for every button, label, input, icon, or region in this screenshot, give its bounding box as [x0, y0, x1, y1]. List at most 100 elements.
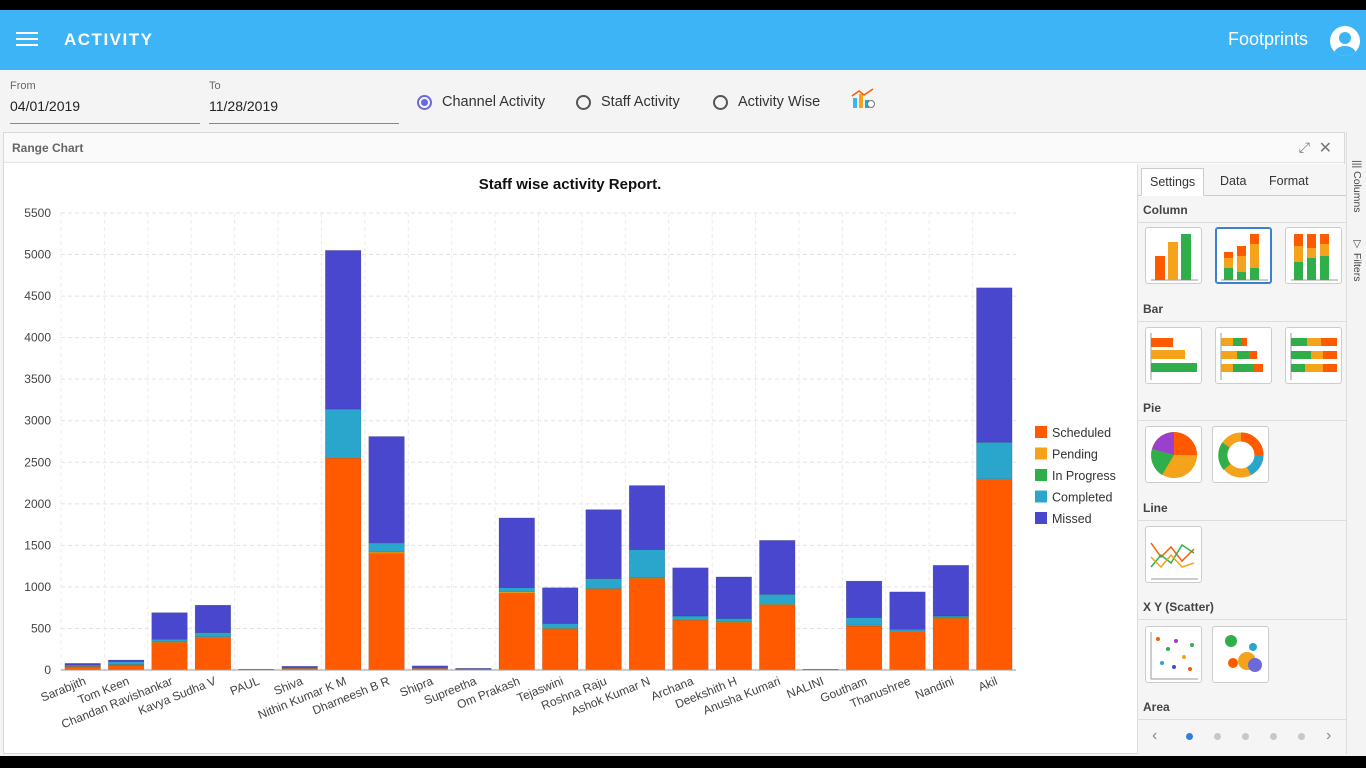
brand-name: Footprints — [1227, 29, 1308, 49]
side-tool-rail: ||| Columns ▽ Filters — [1346, 132, 1366, 754]
section-area: Area — [1138, 694, 1346, 720]
bar-segment-completed — [64, 664, 101, 667]
bar-segment-scheduled — [715, 622, 752, 671]
prev-page-arrow-icon[interactable]: ‹ — [1152, 727, 1158, 744]
bar-segment-missed — [151, 612, 188, 640]
section-title: Bar — [1138, 296, 1346, 322]
bar-segment-missed — [759, 540, 796, 595]
to-date-field[interactable]: To — [209, 80, 399, 124]
card-header: Range Chart ⤢ ✕ — [4, 133, 1344, 163]
section-title: Line — [1138, 495, 1346, 521]
bar-segment-scheduled — [672, 619, 709, 671]
radio-channel-activity[interactable]: Channel Activity — [417, 94, 545, 110]
percent-stacked-column-thumb[interactable] — [1285, 227, 1342, 284]
bar-segment-missed — [108, 659, 145, 662]
account-icon[interactable] — [1330, 26, 1360, 56]
bar-segment-scheduled — [368, 553, 405, 671]
bubble-thumb[interactable] — [1212, 626, 1269, 683]
x-tick-label: Nandini — [913, 674, 956, 702]
doughnut-thumb[interactable] — [1212, 426, 1269, 483]
y-tick-label: 3500 — [24, 372, 51, 386]
percent-stacked-bar-thumb[interactable] — [1285, 327, 1342, 384]
columns-panel-toggle[interactable]: ||| Columns — [1351, 160, 1363, 213]
pager-dot-5[interactable] — [1298, 733, 1305, 740]
expand-icon[interactable]: ⤢ — [1298, 139, 1310, 155]
stacked-column-thumb[interactable] — [1215, 227, 1272, 284]
bar-segment-missed — [455, 668, 492, 670]
legend-entry: Completed — [1052, 491, 1112, 505]
next-page-arrow-icon[interactable]: › — [1326, 727, 1332, 744]
scatter-thumb[interactable] — [1145, 626, 1202, 683]
radio-unselected-icon — [576, 94, 591, 110]
from-date-field[interactable]: From — [10, 80, 200, 124]
pie-thumb[interactable] — [1145, 426, 1202, 483]
bar-segment-completed — [151, 639, 188, 642]
to-date-input[interactable] — [209, 98, 399, 114]
bar-segment-missed — [715, 576, 752, 619]
filters-panel-toggle[interactable]: ▽ Filters — [1351, 238, 1363, 282]
bar-segment-missed — [889, 591, 926, 630]
line-thumb[interactable] — [1145, 526, 1202, 583]
y-tick-label: 5000 — [24, 248, 51, 262]
legend-entry: Pending — [1052, 448, 1098, 462]
x-tick-label: PAUL — [228, 674, 262, 699]
bar-segment-scheduled — [498, 593, 535, 671]
bar-segment-completed — [108, 661, 145, 665]
pager-dot-1[interactable] — [1186, 733, 1193, 740]
bar-segment-scheduled — [889, 631, 926, 671]
section-title: X Y (Scatter) — [1138, 594, 1346, 620]
clustered-column-thumb[interactable] — [1145, 227, 1202, 284]
bar-segment-completed — [325, 408, 362, 458]
section-line: Line — [1138, 495, 1346, 521]
y-tick-label: 3000 — [24, 414, 51, 428]
tab-settings[interactable]: Settings — [1141, 168, 1205, 196]
filters-label: Filters — [1351, 252, 1363, 282]
bar-segment-missed — [368, 436, 405, 544]
tab-format[interactable]: Format — [1269, 174, 1309, 188]
bar-segment-completed — [628, 549, 666, 579]
pager-dot-3[interactable] — [1242, 733, 1249, 740]
radio-activity-wise[interactable]: Activity Wise — [713, 94, 820, 110]
pager-dot-2[interactable] — [1214, 733, 1221, 740]
pager-dot-4[interactable] — [1270, 733, 1277, 740]
from-date-input[interactable] — [10, 98, 200, 114]
y-tick-label: 2000 — [24, 497, 51, 511]
bar-segment-completed — [759, 594, 796, 605]
bar-segment-missed — [325, 250, 362, 410]
bar-segment-scheduled — [108, 664, 145, 671]
bar-segment-pending — [932, 617, 969, 619]
tab-data[interactable]: Data — [1220, 174, 1247, 188]
bar-segment-missed — [932, 565, 969, 617]
menu-icon[interactable] — [16, 28, 38, 52]
page-title: ACTIVITY — [64, 30, 154, 49]
x-tick-label: Akil — [976, 674, 999, 694]
bar-segment-missed — [846, 580, 883, 618]
bar-segment-scheduled — [932, 618, 969, 671]
top-app-bar: ACTIVITY Footprints — [0, 10, 1366, 70]
bar-segment-missed — [628, 485, 666, 550]
bar-segment-completed — [498, 587, 535, 593]
legend-swatch — [1035, 469, 1047, 481]
y-tick-label: 0 — [44, 663, 51, 677]
radio-staff-activity[interactable]: Staff Activity — [576, 94, 680, 110]
chart-report-icon[interactable] — [851, 88, 875, 110]
clustered-bar-thumb[interactable] — [1145, 327, 1202, 384]
gallery-pager: ‹ › — [1138, 719, 1346, 751]
radio-label: Staff Activity — [601, 94, 680, 110]
section-column: Column — [1138, 197, 1346, 223]
radio-unselected-icon — [713, 94, 728, 110]
y-tick-label: 1000 — [24, 580, 51, 594]
legend-entry: Missed — [1052, 512, 1092, 526]
filter-funnel-icon: ▽ — [1351, 238, 1363, 250]
legend-swatch — [1035, 426, 1047, 438]
bar-segment-missed — [498, 517, 535, 588]
bar-segment-missed — [542, 587, 579, 624]
stacked-column-chart: Staff wise activity Report. 0 500 1000 1500 2… — [24, 176, 1116, 731]
bar-segment-completed — [368, 542, 405, 553]
close-icon[interactable]: ✕ — [1318, 140, 1332, 157]
section-bar: Bar — [1138, 296, 1346, 322]
legend-swatch — [1035, 512, 1047, 524]
panel-tabs: Settings Data Format — [1138, 164, 1346, 196]
stacked-bar-thumb[interactable] — [1215, 327, 1272, 384]
columns-label: Columns — [1351, 171, 1363, 213]
